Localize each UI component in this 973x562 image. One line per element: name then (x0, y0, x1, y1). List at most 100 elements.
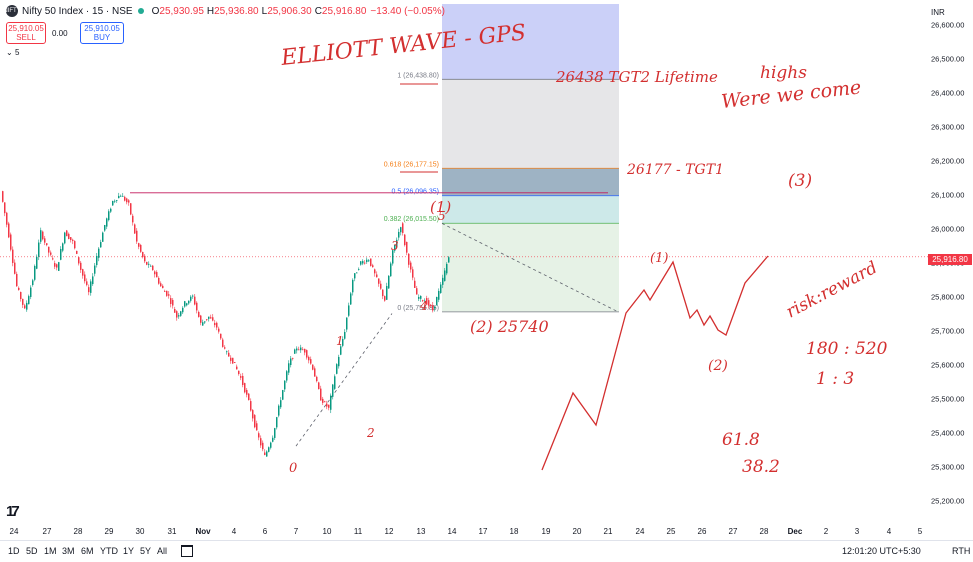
candle-body (114, 200, 116, 202)
candle-body (392, 250, 394, 264)
wave-label-5: 5 (438, 209, 446, 223)
candle-body (146, 261, 148, 265)
range-5d[interactable]: 5D (26, 546, 38, 556)
candle-body (20, 292, 22, 300)
x-tick-label: Nov (195, 527, 211, 536)
candle-body (374, 269, 376, 274)
candle-body (116, 200, 118, 201)
buy-button[interactable]: 25,910.05 BUY (80, 22, 124, 44)
range-ytd[interactable]: YTD (100, 546, 118, 556)
candle-body (278, 405, 280, 416)
chart-header: NIFTY Nifty 50 Index · 15 · NSE O 25,930.… (0, 0, 445, 22)
candle-body (104, 225, 106, 231)
candle-body (270, 442, 272, 448)
indicators-toggle[interactable]: ⌄ 5 (6, 48, 19, 57)
x-tick-label: Dec (788, 527, 803, 536)
candle-body (164, 291, 166, 293)
candle-body (240, 376, 242, 378)
x-tick-label: 5 (918, 527, 923, 536)
x-tick-label: 19 (542, 527, 551, 536)
open-label: O (151, 5, 160, 17)
y-tick-label: 26,500.00 (931, 55, 964, 64)
y-tick-label: 25,800.00 (931, 293, 964, 302)
candle-body (76, 250, 78, 254)
y-tick-label: 26,400.00 (931, 89, 964, 98)
candle-body (32, 280, 34, 285)
candle-body (130, 203, 132, 215)
candle-body (386, 286, 388, 300)
candle-body (136, 230, 138, 242)
x-tick-label: 30 (136, 527, 145, 536)
candle-body (120, 195, 122, 197)
candle-body (428, 300, 430, 306)
candle-body (192, 295, 194, 297)
range-all[interactable]: All (157, 546, 168, 556)
range-1m[interactable]: 1M (44, 546, 57, 556)
candle-body (290, 358, 292, 365)
candle-body (84, 274, 86, 282)
candle-body (236, 366, 238, 370)
candle-body (182, 307, 184, 313)
candle-body (436, 296, 438, 306)
symbol-title[interactable]: Nifty 50 Index · 15 · NSE (22, 5, 133, 17)
candle-body (258, 433, 260, 438)
session-toggle[interactable]: RTH (952, 546, 971, 556)
candle-body (184, 301, 186, 307)
x-tick-label: 12 (385, 527, 394, 536)
sell-price: 25,910.05 (8, 24, 44, 33)
candle-body (56, 264, 58, 268)
candle-body (144, 255, 146, 262)
x-tick-label: 29 (105, 527, 114, 536)
candle-body (166, 290, 168, 296)
fib-level-label: 0.5 (26,096.35) (392, 189, 439, 196)
spread-value: 0.00 (52, 29, 68, 38)
candle-body (264, 452, 266, 455)
candle-body (328, 404, 330, 408)
candle-body (248, 393, 250, 401)
trend-line-down (441, 223, 619, 313)
candle-body (170, 298, 172, 304)
candle-body (178, 315, 180, 317)
calendar-icon[interactable] (181, 545, 193, 557)
x-tick-label: 14 (448, 527, 457, 536)
range-1y[interactable]: 1Y (123, 546, 135, 556)
candle-body (306, 350, 308, 358)
candle-body (8, 223, 10, 238)
candle-body (86, 281, 88, 285)
candle-body (180, 311, 182, 316)
sell-label: SELL (16, 33, 36, 42)
candle-body (230, 357, 232, 361)
range-3m[interactable]: 3M (62, 546, 75, 556)
candle-body (302, 349, 304, 351)
candle-body (126, 198, 128, 203)
candle-body (366, 259, 368, 263)
candle-body (276, 417, 278, 428)
annotation-risk-reward: risk:reward (783, 258, 881, 323)
clock-display[interactable]: 12:01:20 UTC+5:30 (842, 546, 921, 556)
candle-body (430, 304, 432, 306)
candle-body (138, 243, 140, 247)
buy-price: 25,910.05 (84, 24, 120, 33)
candle-body (6, 212, 8, 225)
candle-body (218, 328, 220, 332)
range-5y[interactable]: 5Y (140, 546, 152, 556)
range-6m[interactable]: 6M (81, 546, 94, 556)
candle-body (398, 231, 400, 238)
candle-body (424, 300, 426, 302)
sell-button[interactable]: 25,910.05 SELL (6, 22, 46, 44)
range-1d[interactable]: 1D (8, 546, 20, 556)
candle-body (448, 257, 450, 263)
tradingview-logo-icon[interactable]: 17 (6, 503, 20, 520)
y-tick-label: 26,200.00 (931, 157, 964, 166)
candle-body (134, 224, 136, 234)
candle-body (82, 269, 84, 276)
symbol-logo-icon[interactable]: NIFTY (3, 5, 21, 17)
candle-body (256, 423, 258, 431)
candle-body (142, 252, 144, 258)
candle-body (112, 200, 114, 206)
candle-body (360, 261, 362, 265)
candle-body (4, 202, 6, 214)
candle-body (40, 230, 42, 242)
candle-body (414, 280, 416, 288)
